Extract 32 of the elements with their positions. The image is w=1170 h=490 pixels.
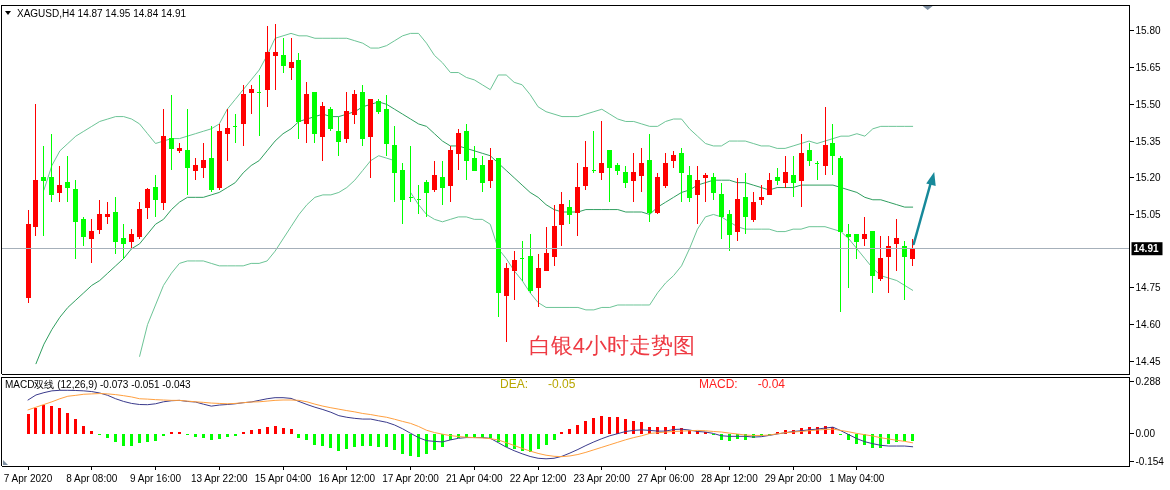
y-tick-label: -0.154: [1135, 455, 1165, 467]
x-tick-label: 27 Apr 06:00: [637, 472, 695, 484]
y-tick-label: 15.05: [1135, 208, 1161, 220]
annotation: DEA: -0.05: [500, 377, 576, 391]
chart-title: XAGUSD,H4 14.87 14.95 14.84 14.91: [17, 7, 187, 19]
x-tick-label: 15 Apr 04:00: [254, 472, 312, 484]
x-tick-label: 16 Apr 12:00: [318, 472, 376, 484]
x-tick-label: 17 Apr 20:00: [382, 472, 440, 484]
y-tick-label: 0.288: [1135, 376, 1161, 388]
y-tick-label: 14.75: [1135, 282, 1161, 294]
annotation: MACD: -0.04: [699, 377, 786, 391]
y-tick-label: 15.20: [1135, 172, 1161, 184]
y-tick-label: 0.00: [1135, 428, 1156, 440]
y-tick-label: 15.80: [1135, 25, 1161, 37]
annotation: 白银4小时走势图: [528, 332, 695, 358]
x-tick-label: 13 Apr 22:00: [190, 472, 249, 484]
y-tick-label: 15.35: [1135, 135, 1161, 147]
x-tick-label: 22 Apr 12:00: [509, 472, 567, 484]
ref-line-label: 14.91: [1133, 243, 1159, 255]
y-tick-label: 15.65: [1135, 62, 1161, 74]
y-tick-label: 15.50: [1135, 98, 1161, 110]
y-tick-label: 14.60: [1135, 319, 1161, 331]
chart-title: MACD双线 (12,26,9) -0.073 -0.051 -0.043: [5, 378, 192, 390]
y-tick-label: 14.45: [1135, 355, 1161, 367]
x-tick-label: 23 Apr 20:00: [573, 472, 631, 484]
x-tick-label: 8 Apr 08:00: [66, 472, 118, 484]
x-tick-label: 29 Apr 20:00: [764, 472, 822, 484]
x-tick-label: 1 May 04:00: [829, 472, 885, 484]
x-tick-label: 21 Apr 04:00: [445, 472, 504, 484]
x-tick-label: 7 Apr 2020: [3, 472, 53, 484]
x-tick-label: 28 Apr 12:00: [701, 472, 759, 484]
x-tick-label: 9 Apr 16:00: [129, 472, 182, 484]
